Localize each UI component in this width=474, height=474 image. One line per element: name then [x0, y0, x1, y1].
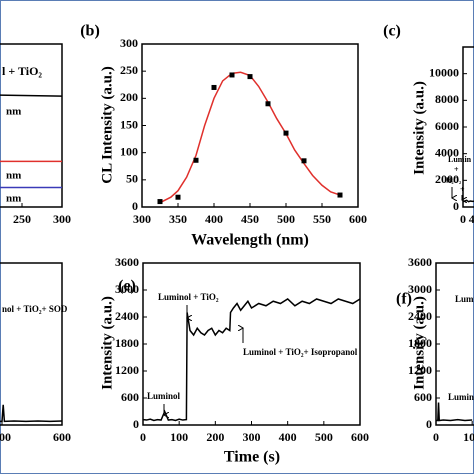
- x-tick-label: 300: [243, 430, 261, 444]
- point: [175, 194, 181, 200]
- panel-label: (f): [396, 291, 412, 308]
- annotation: H₂O₂: [446, 177, 461, 185]
- y-tick-label: 250: [120, 63, 138, 77]
- point: [247, 74, 253, 80]
- point: [211, 84, 217, 90]
- annotation: +: [454, 165, 459, 174]
- point: [193, 157, 199, 163]
- y-tick-label: 150: [120, 117, 138, 131]
- series-line: [0, 94, 63, 97]
- y-tick-label: 0: [453, 199, 459, 213]
- x-axis-label: Wavelength (nm): [191, 232, 309, 249]
- y-tick-label: 1800: [408, 336, 432, 350]
- y-tick-label: 1200: [408, 363, 432, 377]
- x-tick-label: 100: [170, 430, 188, 444]
- point: [301, 158, 307, 164]
- y-tick-label: 3000: [115, 282, 139, 296]
- annotation: nm: [6, 193, 21, 205]
- x-tick-label: 500: [315, 430, 333, 444]
- x-tick-label: 250: [13, 212, 31, 226]
- x-tick-label: 100: [463, 430, 474, 444]
- y-tick-label: 0: [133, 417, 139, 431]
- point: [337, 192, 343, 198]
- annotation: l + TiO₂: [2, 64, 42, 78]
- panel-label: (c): [383, 23, 401, 40]
- y-axis-label: Intensity (a.u.): [411, 296, 427, 390]
- annotation: nm: [6, 106, 21, 118]
- x-tick-label: 400: [279, 430, 297, 444]
- point: [157, 199, 163, 205]
- series-line: [142, 298, 361, 422]
- y-tick-label: 600: [121, 390, 139, 404]
- y-tick-label: 0: [132, 199, 138, 213]
- x-tick-label: 600: [53, 430, 71, 444]
- y-tick-label: 600: [414, 390, 432, 404]
- x-tick-label: 200: [206, 430, 224, 444]
- series-line: [436, 402, 473, 422]
- plot-frame: [0, 262, 63, 426]
- x-tick-label: 300: [133, 212, 151, 226]
- plot-frame: [0, 43, 63, 208]
- x-tick-label: 300: [53, 212, 71, 226]
- y-tick-label: 50: [126, 172, 138, 186]
- y-tick-label: 1800: [115, 336, 139, 350]
- y-axis-label: Intensity (a.u.): [99, 296, 115, 390]
- point: [229, 72, 235, 78]
- y-tick-label: 100: [120, 144, 138, 158]
- x-tick-label: 0: [460, 212, 466, 226]
- y-tick-label: 300: [120, 36, 138, 50]
- series-line: [462, 199, 474, 203]
- panel-label: (e): [118, 278, 136, 295]
- x-tick-label: 600: [349, 212, 367, 226]
- y-tick-label: 3000: [408, 282, 432, 296]
- x-tick-label: 450: [241, 212, 259, 226]
- y-tick-label: 3600: [408, 255, 432, 269]
- point: [283, 130, 289, 136]
- y-tick-label: 2000: [435, 172, 459, 186]
- x-tick-label: 400: [469, 212, 474, 226]
- annotation: nm: [6, 170, 21, 182]
- x-tick-label: 500: [0, 430, 11, 444]
- y-axis-label: Intensity (a.u.): [411, 81, 427, 175]
- y-tick-label: 200: [120, 90, 138, 104]
- y-tick-label: 6000: [435, 119, 459, 133]
- series-line: [159, 71, 341, 204]
- annotation: Lumin: [448, 155, 472, 164]
- x-tick-label: 0: [140, 430, 146, 444]
- y-tick-label: 0: [426, 417, 432, 431]
- annotation: Luminol + TiO₂+ Isopropanol: [243, 347, 358, 357]
- x-tick-label: 600: [351, 430, 369, 444]
- y-axis-label: CL Intensity (a.u.): [99, 66, 115, 184]
- y-tick-label: 10000: [429, 65, 459, 79]
- annotation: Lumi: [455, 294, 474, 304]
- y-tick-label: 2400: [408, 309, 432, 323]
- annotation: Luminol: [147, 391, 181, 401]
- x-tick-label: 550: [313, 212, 331, 226]
- y-tick-label: 4000: [435, 145, 459, 159]
- y-tick-label: 1200: [115, 363, 139, 377]
- annotation: Lumino: [448, 392, 474, 402]
- annotation: +: [460, 185, 465, 194]
- x-tick-label: 350: [169, 212, 187, 226]
- point: [265, 101, 271, 107]
- x-tick-label: 0: [433, 430, 439, 444]
- y-tick-label: 3600: [115, 255, 139, 269]
- x-tick-label: 400: [205, 212, 223, 226]
- panel-label: (b): [80, 23, 100, 40]
- plot-frame: [141, 43, 359, 208]
- series-line: [0, 404, 63, 423]
- y-tick-label: 8000: [435, 92, 459, 106]
- x-tick-label: 500: [277, 212, 295, 226]
- annotation: Luminol + TiO₂: [158, 292, 219, 302]
- x-axis-label: Time (s): [224, 449, 280, 466]
- y-tick-label: 2400: [115, 309, 139, 323]
- annotation: nol + TiO₂+ SOD: [2, 304, 68, 314]
